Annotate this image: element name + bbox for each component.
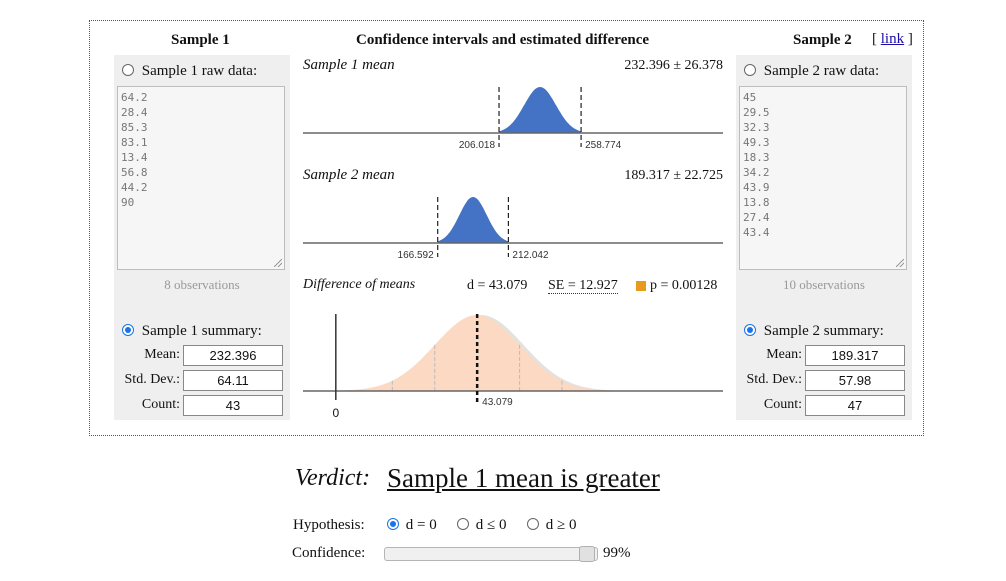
hypothesis-option-2[interactable]: d ≥ 0 [527,517,576,534]
diff-p: p = 0.00128 [650,278,718,293]
link-group: [ link ] [872,31,913,48]
sample2-raw-option[interactable]: Sample 2 raw data: [744,63,879,80]
sample2-raw-values: 45 29.5 32.3 49.3 18.3 34.2 43.9 13.8 27… [743,91,770,239]
permalink-link[interactable]: link [880,31,905,47]
center-title: Confidence intervals and estimated diffe… [356,32,650,48]
sample1-raw-radio[interactable] [122,64,134,76]
sample1-summary-radio[interactable] [122,324,134,336]
sample1-raw-textarea[interactable]: 64.2 28.4 85.3 83.1 13.4 56.8 44.2 90 [117,86,285,270]
ci-upper-label: 258.774 [585,140,622,151]
sample1-sd-input[interactable]: 64.11 [183,370,283,391]
sample2-summary-option[interactable]: Sample 2 summary: [744,323,884,340]
hypothesis-option-0-label: d = 0 [405,517,437,533]
ci-upper-label: 212.042 [512,250,549,261]
confidence-slider-thumb[interactable] [579,546,596,562]
sample1-raw-option[interactable]: Sample 1 raw data: [122,63,257,80]
hypothesis-option-2-label: d ≥ 0 [545,517,577,533]
diff-title: Difference of means [303,277,416,292]
sample2-raw-radio[interactable] [744,64,756,76]
confidence-value: 99% [603,545,631,561]
resize-grip-icon[interactable] [274,259,282,267]
hypothesis-option-0[interactable]: d = 0 [387,517,437,534]
sample2-observations: 10 observations [783,277,865,292]
link-open-bracket: [ [872,31,877,47]
resize-grip-icon[interactable] [896,259,904,267]
sample1-raw-label: Sample 1 raw data: [141,63,258,79]
link-close-bracket: ] [907,31,913,47]
density-curve [437,197,509,243]
mean2-value: 189.317 ± 22.725 [624,168,723,183]
ci-lower-label: 206.018 [459,140,496,151]
hypothesis-radio-1[interactable] [457,518,469,530]
sample1-raw-values: 64.2 28.4 85.3 83.1 13.4 56.8 44.2 90 [121,91,148,209]
confidence-label: Confidence: [292,545,366,561]
sample1-summary-option[interactable]: Sample 1 summary: [122,323,262,340]
hypothesis-option-1-label: d ≤ 0 [475,517,507,533]
hypothesis-option-1[interactable]: d ≤ 0 [457,517,506,534]
diff-plot: 0 43.079 [303,314,727,420]
zero-tick-label: 0 [332,406,339,420]
mean1-value: 232.396 ± 26.378 [624,58,723,73]
mean1-plot: 206.018 258.774 [303,87,723,151]
plots-canvas: 206.018 258.774 166.592 212.042 0 43.079 [303,87,727,420]
sample1-sd-label: Std. Dev.: [124,372,180,387]
verdict-text: Sample 1 mean is greater [387,463,660,493]
diff-d: d = 43.079 [467,278,528,293]
difference-density [303,315,723,391]
confidence-slider[interactable] [384,546,598,562]
sample2-summary-radio[interactable] [744,324,756,336]
sample2-mean-input[interactable]: 189.317 [805,345,905,366]
sample2-count-input[interactable]: 47 [805,395,905,416]
sample2-raw-textarea[interactable]: 45 29.5 32.3 49.3 18.3 34.2 43.9 13.8 27… [739,86,907,270]
verdict-label: Verdict: [295,465,371,491]
mean2-title: Sample 2 mean [303,167,395,183]
sample1-mean-label: Mean: [144,347,180,362]
sample2-sd-label: Std. Dev.: [746,372,802,387]
mean1-title: Sample 1 mean [303,57,395,73]
sample1-mean-input[interactable]: 232.396 [183,345,283,366]
density-curve [499,87,582,133]
sample2-sd-input[interactable]: 57.98 [805,370,905,391]
sample1-summary-label: Sample 1 summary: [141,323,262,339]
p-value-marker [636,281,646,291]
sample1-observations: 8 observations [164,277,240,292]
sample2-title: Sample 2 [793,32,852,48]
sample1-count-label: Count: [141,397,180,412]
sample1-title: Sample 1 [171,32,230,48]
ci-lower-label: 166.592 [398,250,435,261]
main-panel [89,20,924,436]
mean2-plot: 166.592 212.042 [303,197,723,261]
hypothesis-label: Hypothesis: [293,517,365,533]
hypothesis-radio-2[interactable] [527,518,539,530]
sample2-summary-label: Sample 2 summary: [763,323,884,339]
sample2-mean-label: Mean: [766,347,802,362]
sample2-count-label: Count: [763,397,802,412]
estimate-label: 43.079 [482,397,513,408]
sample1-count-input[interactable]: 43 [183,395,283,416]
sample2-raw-label: Sample 2 raw data: [763,63,880,79]
hypothesis-radio-0[interactable] [387,518,399,530]
diff-se: SE = 12.927 [548,278,618,294]
